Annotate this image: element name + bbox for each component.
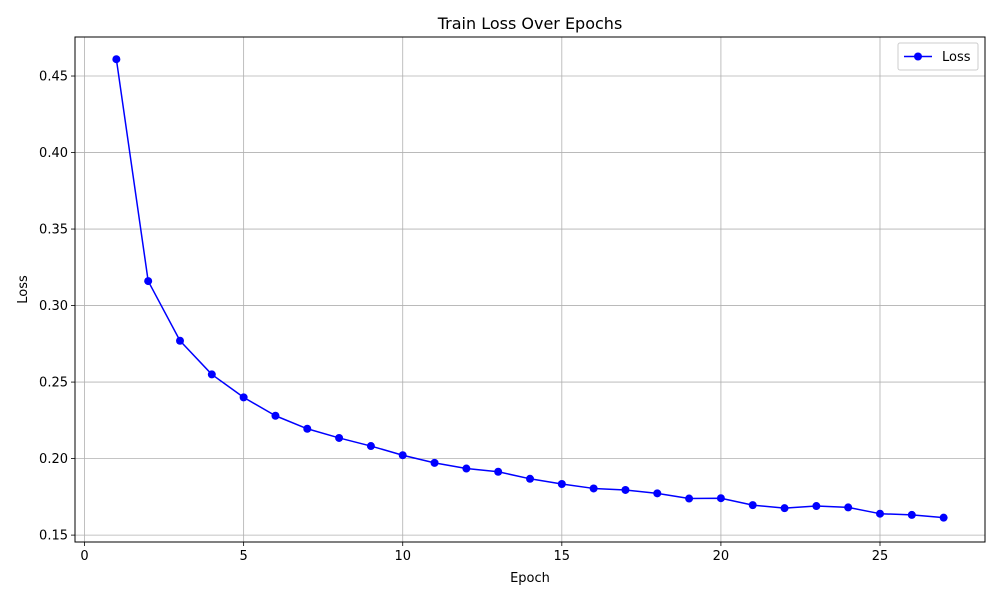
- data-point: [366, 442, 375, 451]
- y-tick-label: 0.25: [39, 376, 68, 391]
- y-tick-label: 0.30: [39, 299, 68, 314]
- x-axis-label: Epoch: [510, 571, 550, 586]
- data-point: [239, 393, 248, 402]
- legend: Loss: [897, 42, 979, 71]
- data-point: [462, 464, 471, 473]
- data-point: [112, 55, 121, 64]
- data-point: [939, 513, 948, 522]
- ticks: 0 5 10 15 20 25 0.15 0.20 0.25 0.30 0.35 0.40 0.45: [39, 70, 888, 564]
- data-point: [335, 433, 344, 442]
- y-tick-label: 0.15: [39, 529, 68, 544]
- legend-box: [897, 42, 979, 71]
- data-point: [144, 277, 153, 286]
- data-point: [716, 494, 725, 503]
- y-tick-label: 0.20: [39, 452, 68, 467]
- data-point: [557, 480, 566, 489]
- data-point: [430, 458, 439, 467]
- data-point: [589, 484, 598, 493]
- y-axis-label: Loss: [16, 275, 31, 304]
- chart-title: Train Loss Over Epochs: [437, 14, 623, 33]
- data-point: [812, 502, 821, 511]
- data-point: [653, 489, 662, 498]
- x-tick-label: 0: [80, 549, 88, 564]
- plot-frame: [74, 36, 986, 543]
- data-point: [207, 370, 216, 379]
- x-tick-label: 10: [394, 549, 411, 564]
- x-tick-label: 5: [239, 549, 247, 564]
- data-point: [780, 504, 789, 513]
- data-point: [844, 503, 853, 512]
- data-point: [621, 485, 630, 494]
- y-tick-label: 0.45: [39, 70, 68, 85]
- data-point: [526, 474, 534, 483]
- y-tick-label: 0.35: [39, 223, 68, 238]
- data-point: [271, 411, 280, 420]
- x-tick-label: 25: [872, 549, 889, 564]
- data-point: [176, 336, 184, 345]
- data-point: [685, 494, 694, 503]
- series-layer: [112, 55, 948, 522]
- data-point: [748, 501, 757, 510]
- data-point: [876, 509, 884, 518]
- grid: [75, 37, 985, 542]
- data-point: [398, 451, 407, 460]
- x-tick-label: 15: [554, 549, 571, 564]
- legend-marker: [914, 52, 922, 61]
- data-point: [907, 510, 916, 519]
- x-tick-label: 20: [713, 549, 730, 564]
- legend-label: Loss: [942, 50, 971, 65]
- y-tick-label: 0.40: [39, 146, 68, 161]
- data-point: [303, 424, 312, 433]
- data-point: [494, 467, 503, 476]
